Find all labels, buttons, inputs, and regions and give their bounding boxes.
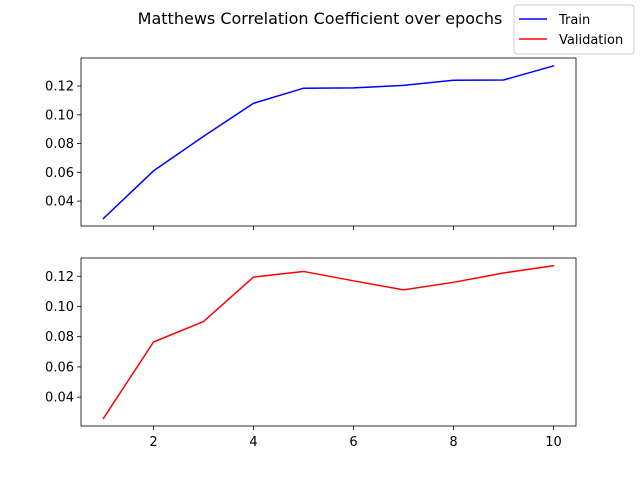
train-axes-frame — [80, 57, 577, 227]
validation-xtick-label: 2 — [149, 435, 157, 450]
legend: Train Validation — [513, 4, 635, 55]
validation-ytick-label: 0.10 — [45, 300, 74, 315]
validation-ytick-label: 0.04 — [45, 391, 74, 406]
validation-xtick-label: 8 — [449, 435, 457, 450]
train-ytick-label: 0.12 — [45, 80, 74, 95]
chart-title: Matthews Correlation Coefficient over ep… — [138, 9, 503, 28]
legend-frame — [513, 4, 635, 55]
validation-xtick-label: 4 — [249, 435, 257, 450]
legend-train-label: Train — [558, 13, 590, 28]
train-series-line — [102, 64, 555, 220]
train-ytick-label: 0.08 — [45, 137, 74, 152]
validation-ytick-label: 0.12 — [45, 270, 74, 285]
train-ytick-label: 0.04 — [45, 195, 74, 210]
validation-series-line — [102, 264, 555, 420]
validation-subplot: 0.04 0.06 0.08 0.10 0.12 2 4 6 8 10 — [45, 257, 577, 450]
legend-validation-label: Validation — [559, 33, 623, 48]
validation-ytick-label: 0.06 — [45, 360, 74, 375]
validation-xtick-label: 6 — [349, 435, 357, 450]
validation-ytick-label: 0.08 — [45, 330, 74, 345]
train-ytick-label: 0.10 — [45, 108, 74, 123]
validation-xtick-label: 10 — [545, 435, 562, 450]
train-subplot: 0.04 0.06 0.08 0.10 0.12 — [45, 57, 577, 230]
validation-axes-frame — [80, 257, 577, 427]
train-ytick-label: 0.06 — [45, 166, 74, 181]
